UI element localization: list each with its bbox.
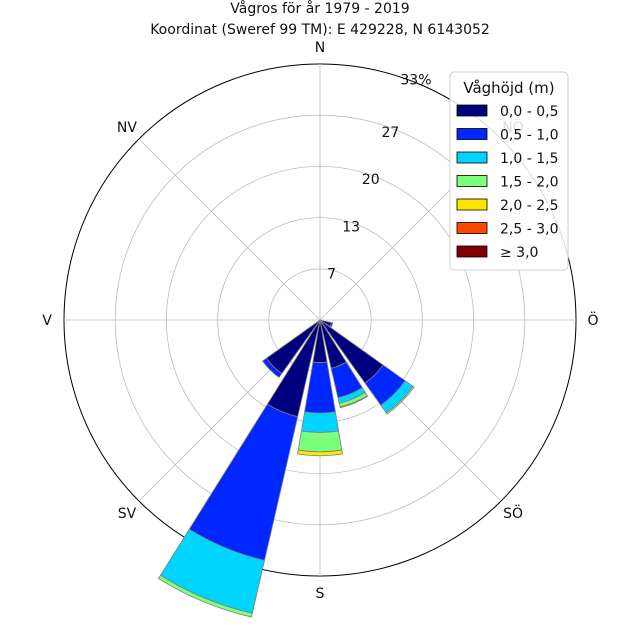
legend-label: 1,5 - 2,0 [500, 175, 558, 191]
legend-box [449, 71, 569, 271]
legend-swatch [456, 128, 488, 140]
grid-spoke [138, 138, 321, 321]
radial-tick-label: 20 [362, 172, 380, 188]
sector-bar [385, 385, 415, 415]
direction-label: N [315, 40, 325, 56]
legend-swatch [456, 198, 488, 211]
radial-tick-label: 27 [381, 125, 399, 141]
radial-tick-label: 33% [400, 72, 431, 88]
radial-tick-label: 13 [342, 219, 360, 235]
sector-bar [339, 395, 369, 409]
legend-swatch [456, 175, 488, 187]
sector-bar [300, 411, 340, 433]
legend-label: 2,0 - 2,5 [500, 198, 558, 214]
radial-tick-labels: 7 13 20 27 33% [327, 72, 431, 282]
sector-bar [261, 357, 283, 379]
legend-swatch [456, 222, 488, 234]
sector-bar [297, 430, 343, 453]
direction-label: Ö [587, 311, 598, 329]
legend-label: 1,0 - 1,5 [500, 151, 558, 167]
direction-label: SV [118, 506, 137, 522]
legend-label: 0,0 - 0,5 [500, 104, 558, 120]
chart-title-line1: Vågros för år 1979 - 2019 [230, 0, 409, 17]
legend-label: ≥ 3,0 [500, 245, 538, 261]
legend-swatch [456, 151, 488, 164]
sector-bars [157, 319, 415, 618]
legend-swatch [456, 104, 488, 117]
radial-tick-label: 7 [327, 267, 336, 283]
sector-bar [157, 574, 253, 618]
direction-label: V [42, 313, 52, 329]
sector-bar [329, 322, 334, 328]
legend-title: Våghöjd (m) [463, 79, 554, 97]
sector-bar [188, 403, 299, 561]
legend-label: 2,5 - 3,0 [500, 222, 558, 238]
direction-label: NV [117, 120, 137, 136]
chart-title-line2: Koordinat (Sweref 99 TM): E 429228, N 61… [150, 22, 490, 38]
direction-label: S [316, 586, 325, 602]
legend-label: 0,5 - 1,0 [500, 128, 558, 144]
direction-label: SÖ [503, 504, 523, 522]
sector-bar [297, 449, 343, 457]
legend-swatch [456, 245, 488, 258]
legend: Våghöjd (m) 0,0 - 0,5 0,5 - 1,0 1,0 - 1,5 1,… [449, 71, 569, 271]
